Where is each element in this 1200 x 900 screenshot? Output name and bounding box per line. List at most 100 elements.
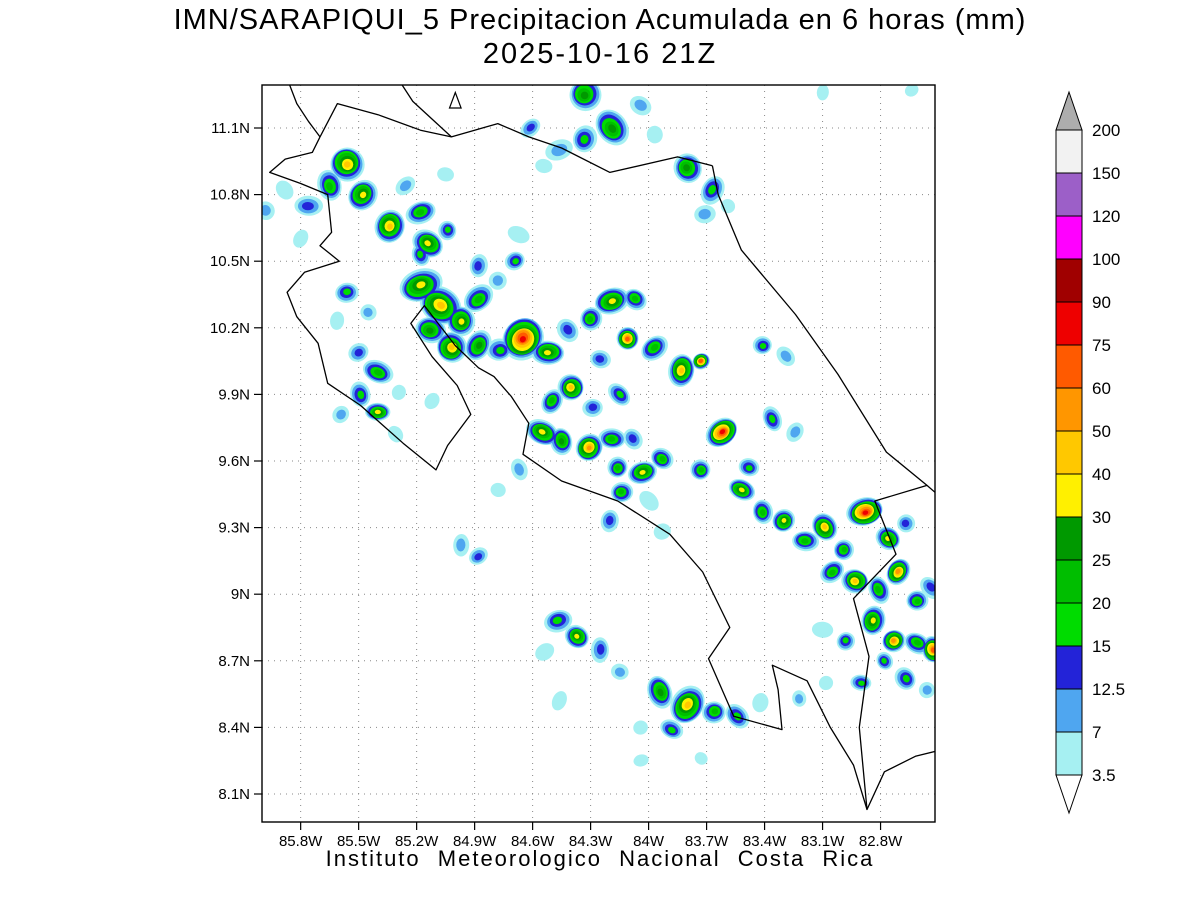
precip-cell-contour bbox=[631, 295, 639, 302]
coastline bbox=[288, 85, 321, 138]
figure-subtitle-datetime: 2025-10-16 21Z bbox=[482, 38, 718, 70]
precip-cell-contour bbox=[698, 358, 703, 364]
lon-tick-label: 83.7W bbox=[685, 833, 729, 850]
precip-cell-contour bbox=[526, 123, 535, 132]
precip-cell-contour bbox=[616, 390, 624, 399]
precip-cell-contour bbox=[818, 675, 834, 691]
precip-cell-contour bbox=[711, 708, 719, 715]
precip-cell-contour bbox=[625, 336, 630, 342]
coastline bbox=[401, 85, 452, 138]
colorbar-label: 60 bbox=[1092, 379, 1111, 398]
precip-cell-contour bbox=[563, 324, 573, 335]
precip-cell-contour bbox=[759, 509, 766, 516]
precip-cell-contour bbox=[343, 161, 351, 168]
lat-tick-label: 10.5N bbox=[210, 253, 250, 270]
precip-cell-contour bbox=[780, 350, 792, 362]
precip-cell-contour bbox=[708, 185, 716, 195]
lat-tick-label: 9.6N bbox=[218, 453, 250, 470]
precip-cell-contour bbox=[801, 538, 809, 544]
colorbar-segment bbox=[1055, 172, 1083, 217]
colorbar-segment bbox=[1055, 473, 1083, 518]
precip-cell-contour bbox=[359, 191, 367, 199]
coastline bbox=[269, 136, 935, 811]
colorbar-segment bbox=[1055, 731, 1083, 776]
precip-cell-contour bbox=[275, 180, 294, 200]
precip-cell-contour bbox=[738, 487, 745, 493]
colorbar-label: 30 bbox=[1092, 508, 1111, 527]
colorbar-segment bbox=[1055, 258, 1083, 303]
precip-cell-contour bbox=[474, 553, 483, 561]
precip-cell-contour bbox=[683, 164, 690, 172]
colorbar-label: 120 bbox=[1092, 207, 1120, 226]
precip-cell-contour bbox=[551, 143, 568, 157]
lat-tick-label: 8.7N bbox=[218, 653, 250, 670]
precip-cell-contour bbox=[538, 429, 546, 435]
precip-cell-contour bbox=[374, 369, 383, 376]
precip-cell-contour bbox=[535, 643, 555, 661]
precip-cell-contour bbox=[558, 438, 565, 445]
lat-tick-label: 8.4N bbox=[218, 719, 250, 736]
colorbar-label: 150 bbox=[1092, 164, 1120, 183]
precip-cell-contour bbox=[881, 657, 887, 664]
precip-cell-contour bbox=[580, 91, 589, 100]
precip-cell-contour bbox=[607, 436, 616, 442]
precip-cell-contour bbox=[387, 223, 393, 230]
colorbar-label: 25 bbox=[1092, 551, 1111, 570]
precip-cell-contour bbox=[901, 519, 910, 528]
axis-layer: 11.1N 10.8N 10.5N 10.2N 9.9N 9.6N 9.3N 9N 8.7N 8.… bbox=[210, 84, 936, 850]
island-triangle bbox=[448, 90, 462, 109]
precip-cell-contour bbox=[657, 688, 664, 697]
precipitation-cells bbox=[262, 85, 935, 767]
lat-tick-label: 10.8N bbox=[210, 187, 250, 204]
colorbar-arrow-top bbox=[1055, 90, 1083, 131]
precip-cell-contour bbox=[694, 752, 708, 765]
precip-cell-contour bbox=[914, 639, 922, 646]
precip-cell-contour bbox=[437, 167, 454, 182]
precip-cell-contour bbox=[519, 336, 526, 343]
precip-cell-contour bbox=[543, 350, 551, 356]
precip-cell-contour bbox=[668, 726, 676, 734]
lon-tick-label: 84.3W bbox=[569, 833, 613, 850]
colorbar-segment bbox=[1055, 215, 1083, 260]
precip-cell-contour bbox=[354, 348, 363, 357]
figure-title: IMN/SARAPIQUI_5 Precipitacion Acumulada … bbox=[173, 4, 1027, 36]
colorbar-label: 100 bbox=[1092, 250, 1120, 269]
coastline bbox=[711, 165, 935, 494]
colorbar-label: 15 bbox=[1092, 637, 1111, 656]
precip-cell-contour bbox=[458, 318, 465, 325]
precip-cell-contour bbox=[781, 518, 787, 523]
precip-cell-contour bbox=[596, 644, 605, 655]
precip-cell-contour bbox=[902, 674, 910, 683]
precip-cell-contour bbox=[922, 685, 932, 695]
precip-cell-contour bbox=[698, 208, 711, 220]
lon-tick-label: 83.1W bbox=[801, 833, 845, 850]
precip-cell-contour bbox=[614, 667, 625, 677]
precip-cell-contour bbox=[659, 456, 666, 462]
precip-cell-contour bbox=[870, 617, 876, 624]
precip-cell-contour bbox=[930, 647, 935, 653]
precip-cell-contour bbox=[759, 343, 767, 349]
colorbar-label: 50 bbox=[1092, 422, 1111, 441]
colorbar-segment bbox=[1055, 645, 1083, 690]
precip-cell-contour bbox=[512, 258, 519, 265]
precip-cell-contour bbox=[633, 720, 648, 735]
precip-cell-contour bbox=[580, 135, 589, 144]
precip-cell-contour bbox=[444, 226, 451, 233]
precip-cell-contour bbox=[605, 515, 614, 526]
precip-cell-contour bbox=[330, 311, 345, 330]
precip-cell-contour bbox=[448, 344, 455, 350]
precip-cell-contour bbox=[639, 490, 659, 511]
precip-cell-contour bbox=[752, 693, 769, 713]
precip-cell-contour bbox=[426, 327, 434, 334]
precip-cell-contour bbox=[828, 569, 836, 576]
colorbar-label: 20 bbox=[1092, 594, 1111, 613]
precip-cell-contour bbox=[374, 409, 381, 415]
coastline-layer bbox=[269, 85, 935, 811]
precip-cell-contour bbox=[568, 384, 574, 390]
precip-cell-contour bbox=[608, 298, 616, 304]
precip-cell-contour bbox=[926, 582, 935, 592]
colorbar-label: 90 bbox=[1092, 293, 1111, 312]
precip-cell-contour bbox=[790, 426, 801, 438]
precip-cell-contour bbox=[574, 633, 580, 639]
precip-cell-contour bbox=[684, 701, 691, 709]
